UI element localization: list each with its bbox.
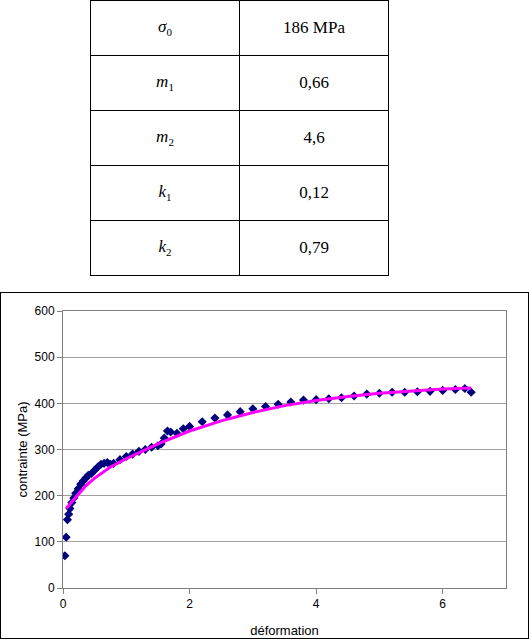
svg-text:4: 4	[313, 597, 320, 611]
svg-text:2: 2	[186, 597, 193, 611]
html-text:186 MPa: 186 MPa	[283, 18, 345, 37]
svg-text:300: 300	[35, 443, 55, 457]
svg-text:100: 100	[35, 535, 55, 549]
svg-text:0: 0	[60, 597, 67, 611]
svg-text:contrainte (MPa): contrainte (MPa)	[15, 401, 30, 497]
svg-text:500: 500	[35, 350, 55, 364]
svg-text:6: 6	[439, 597, 446, 611]
svg-text:400: 400	[35, 397, 55, 411]
svg-text:0: 0	[48, 581, 55, 595]
svg-text:200: 200	[35, 489, 55, 503]
html-text:m1: m1	[156, 72, 174, 94]
html-text:k1: k1	[158, 182, 172, 204]
svg-text:600: 600	[35, 304, 55, 318]
html-text:0,12: 0,12	[299, 183, 329, 202]
html-text:0,66: 0,66	[299, 73, 329, 92]
html-text:k2: k2	[158, 237, 172, 259]
html-text:m2: m2	[156, 127, 174, 149]
html-text:0,79: 0,79	[299, 238, 329, 257]
svg-text:déformation: déformation	[250, 623, 319, 638]
html-text:4,6: 4,6	[303, 128, 325, 147]
html-text:σ0: σ0	[158, 17, 172, 39]
